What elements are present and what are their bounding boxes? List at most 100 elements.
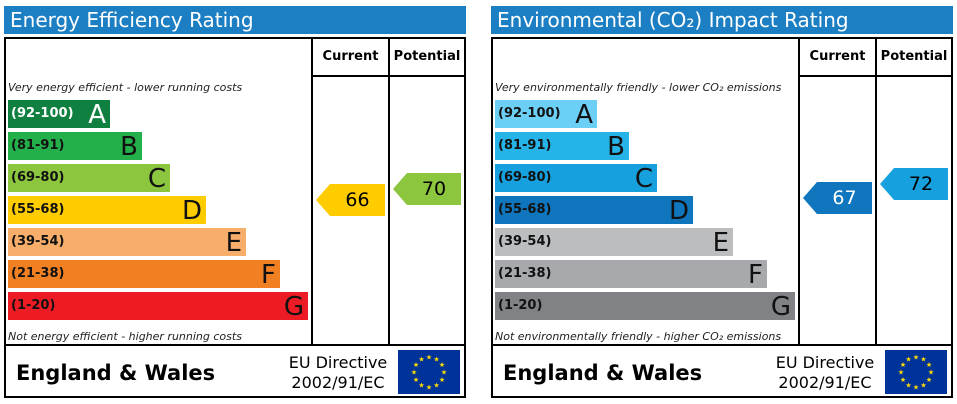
bottom-note: Not energy efficient - higher running co…: [8, 330, 242, 343]
rating-arrow-value: 72: [908, 173, 934, 195]
band-range: (1-20): [498, 298, 543, 313]
potential-rating-arrow: 70: [393, 173, 461, 205]
rating-band-f: (21-38) F: [495, 260, 767, 290]
band-range: (55-68): [11, 202, 65, 217]
band-letter: G: [770, 292, 791, 322]
rating-arrow-mark: [803, 182, 872, 214]
band-range: (69-80): [11, 170, 65, 185]
rating-arrow-value: 66: [345, 189, 370, 211]
footer-divider: [6, 344, 464, 346]
eu-star-icon: ★: [928, 369, 934, 377]
rating-arrow-value: 67: [832, 187, 857, 209]
band-range: (81-91): [11, 138, 65, 153]
potential-column-header: Potential: [393, 49, 461, 64]
band-range: (92-100): [11, 106, 74, 121]
header-divider: [798, 75, 951, 77]
footer-directive: EU Directive 2002/91/EC: [769, 353, 881, 393]
footer-country: England & Wales: [503, 361, 703, 385]
eu-star-icon: ★: [433, 381, 439, 389]
band-letter: F: [261, 260, 276, 290]
band-range: (39-54): [11, 234, 65, 249]
rating-band-c: (69-80) C: [495, 164, 657, 194]
rating-band-e: (39-54) E: [495, 228, 733, 258]
eu-flag-icon: ★ ★ ★ ★ ★ ★ ★ ★ ★ ★ ★ ★: [398, 350, 460, 394]
eu-star-icon: ★: [926, 376, 932, 384]
band-range: (92-100): [498, 106, 561, 121]
eu-stars: ★ ★★★★★★★★★★★: [411, 354, 447, 392]
band-letter: B: [120, 132, 138, 162]
eu-star-icon: ★: [920, 356, 926, 364]
band-range: (21-38): [11, 266, 65, 281]
band-letter: C: [147, 164, 166, 194]
potential-rating-arrow: 72: [880, 168, 948, 200]
eu-star-icon: ★: [426, 354, 432, 362]
eu-flag-icon: ★ ★ ★ ★ ★ ★ ★ ★ ★ ★ ★ ★: [885, 350, 947, 394]
eu-star-icon: ★: [920, 381, 926, 389]
rating-arrow-shape: [393, 173, 461, 205]
bottom-note: Not environmentally friendly - higher CO…: [495, 330, 782, 343]
eu-star-icon: ★: [905, 381, 911, 389]
band-range: (39-54): [498, 234, 552, 249]
rating-frame: Current Potential Very energy efficient …: [4, 37, 466, 398]
directive-line-2: 2002/91/EC: [291, 373, 385, 392]
eu-star-icon: ★: [900, 361, 906, 369]
current-rating-arrow: 66: [316, 184, 385, 216]
eu-star-icon: ★: [900, 376, 906, 384]
panel-title: Energy Efficiency Rating: [4, 6, 466, 34]
rating-arrow-shape: [316, 184, 385, 216]
rating-arrow-mark: [880, 168, 948, 200]
band-letter: D: [181, 196, 202, 226]
eu-star-icon: ★: [913, 354, 919, 362]
rating-arrow-value: 70: [421, 178, 447, 200]
energy-efficiency-panel: Energy Efficiency Rating Current Potenti…: [4, 6, 466, 398]
rating-band-d: (55-68) D: [495, 196, 693, 226]
column-divider: [875, 39, 877, 344]
eu-star-icon: ★: [926, 361, 932, 369]
current-column-header: Current: [322, 49, 379, 64]
rating-band-g: (1-20) G: [8, 292, 308, 322]
band-range: (21-38): [498, 266, 552, 281]
rating-band-b: (81-91) B: [495, 132, 629, 162]
rating-arrow-mark: [393, 173, 461, 205]
header-divider: [311, 75, 464, 77]
rating-band-a: (92-100) A: [8, 100, 110, 130]
eu-star-icon: ★: [905, 356, 911, 364]
column-divider: [798, 39, 800, 344]
band-letter: A: [575, 100, 593, 130]
band-range: (55-68): [498, 202, 552, 217]
column-divider: [311, 39, 313, 344]
environmental-impact-panel: Environmental (CO₂) Impact Rating Curren…: [491, 6, 953, 398]
panel-title: Environmental (CO₂) Impact Rating: [491, 6, 953, 34]
rating-band-d: (55-68) D: [8, 196, 206, 226]
rating-band-e: (39-54) E: [8, 228, 246, 258]
footer-divider: [493, 344, 951, 346]
eu-star-icon: ★: [441, 369, 447, 377]
footer-country: England & Wales: [16, 361, 216, 385]
eu-star-icon: ★: [411, 369, 417, 377]
band-letter: B: [607, 132, 625, 162]
top-note: Very environmentally friendly - lower CO…: [495, 81, 782, 94]
rating-frame: Current Potential Very environmentally f…: [491, 37, 953, 398]
band-letter: F: [748, 260, 763, 290]
column-divider: [388, 39, 390, 344]
eu-stars: ★ ★★★★★★★★★★★: [898, 354, 934, 392]
eu-star-icon: ★: [426, 384, 432, 392]
band-letter: A: [88, 100, 106, 130]
band-letter: C: [634, 164, 653, 194]
eu-star-icon: ★: [898, 369, 904, 377]
eu-star-icon: ★: [433, 356, 439, 364]
eu-star-icon: ★: [439, 376, 445, 384]
eu-star-icon: ★: [418, 381, 424, 389]
rating-arrow-mark: [316, 184, 385, 216]
eu-star-icon: ★: [913, 384, 919, 392]
band-letter: G: [283, 292, 304, 322]
rating-arrow-shape: [880, 168, 948, 200]
top-note: Very energy efficient - lower running co…: [8, 81, 243, 94]
potential-column-header: Potential: [880, 49, 948, 64]
rating-band-c: (69-80) C: [8, 164, 170, 194]
band-letter: D: [668, 196, 689, 226]
eu-star-icon: ★: [413, 361, 419, 369]
band-range: (1-20): [11, 298, 56, 313]
directive-line-2: 2002/91/EC: [778, 373, 872, 392]
current-rating-arrow: 67: [803, 182, 872, 214]
